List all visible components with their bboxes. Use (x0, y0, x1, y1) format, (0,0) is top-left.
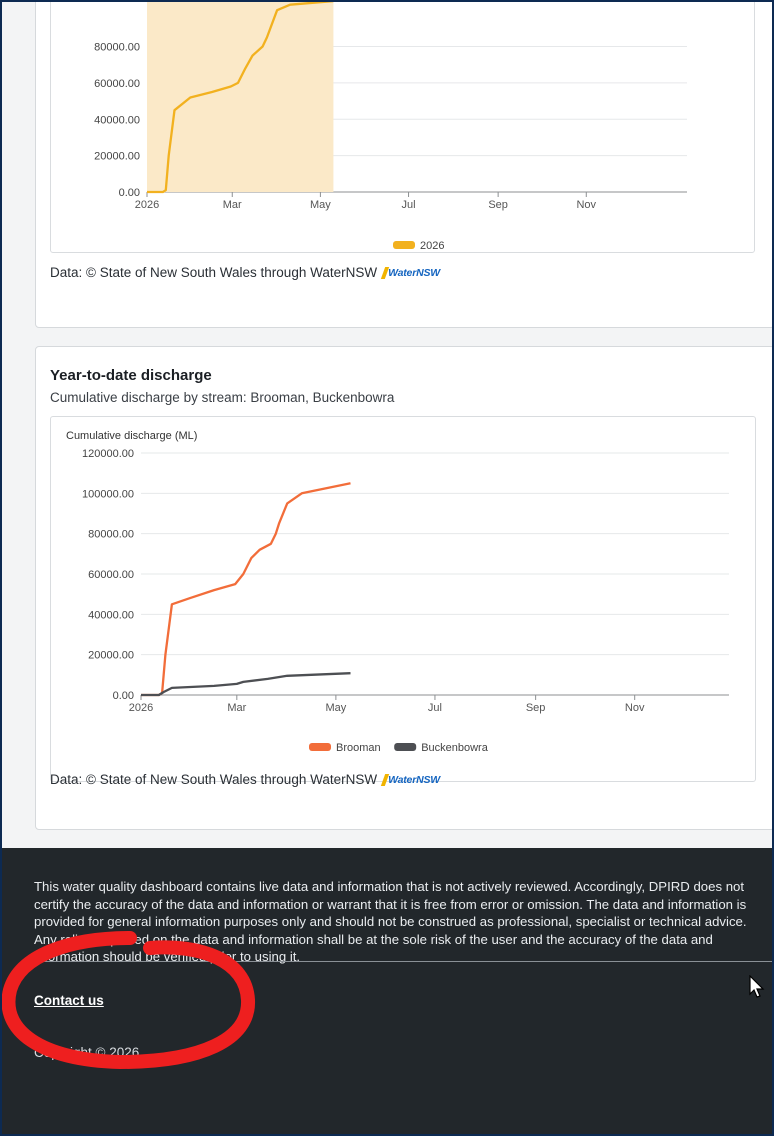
y-tick-label: 80000.00 (94, 42, 140, 54)
waternsw-logo[interactable]: WaterNSW (380, 773, 440, 786)
y-tick-label: 80000.00 (88, 529, 134, 541)
waternsw-logo[interactable]: WaterNSW (380, 266, 440, 279)
chart-subtitle: Cumulative discharge by stream: Brooman,… (50, 390, 395, 405)
y-tick-label: 20000.00 (94, 151, 140, 163)
attribution-text: Data: © State of New South Wales through… (50, 772, 378, 787)
series-line-brooman (141, 482, 351, 697)
x-tick-label: May (310, 199, 331, 211)
page-footer: This water quality dashboard contains li… (2, 848, 774, 1136)
x-tick-label: 2026 (129, 702, 153, 714)
y-tick-label: 0.00 (119, 187, 140, 199)
attribution-1: Data: © State of New South Wales through… (50, 265, 440, 280)
contact-us-link[interactable]: Contact us (34, 993, 104, 1008)
y-tick-label: 60000.00 (88, 569, 134, 581)
legend-label: Brooman (336, 742, 381, 754)
chart-title: Year-to-date discharge (50, 367, 212, 384)
y-tick-label: 0.00 (113, 690, 134, 702)
x-tick-label: Mar (227, 702, 246, 714)
chart-2: 0.00 20000.00 40000.00 60000.00 80000.00 1000… (66, 430, 729, 754)
legend-swatch (309, 743, 331, 751)
x-tick-label: Sep (488, 199, 508, 211)
chart-1: 0.00 20000.00 40000.00 60000.00 80000.00 2026… (94, 0, 687, 252)
legend-label: Buckenbowra (421, 742, 489, 754)
y-axis-title: Cumulative discharge (ML) (66, 430, 197, 442)
area-fill (147, 0, 334, 192)
x-tick-label: Mar (223, 199, 242, 211)
legend-swatch (393, 241, 415, 249)
x-tick-label: Jul (402, 199, 416, 211)
x-tick-label: 2026 (135, 199, 159, 211)
y-tick-label: 20000.00 (88, 650, 134, 662)
copyright-text: Copyright © 2026 (34, 1045, 140, 1060)
x-tick-label: May (325, 702, 346, 714)
attribution-text: Data: © State of New South Wales through… (50, 265, 378, 280)
chart-box-1: 0.00 20000.00 40000.00 60000.00 80000.00 2026… (50, 0, 755, 253)
attribution-2: Data: © State of New South Wales through… (50, 772, 440, 787)
x-tick-label: Jul (428, 702, 442, 714)
x-tick-label: Nov (625, 702, 645, 714)
y-tick-label: 60000.00 (94, 78, 140, 90)
chart-card-ytd-discharge: Year-to-date discharge Cumulative discha… (35, 346, 774, 830)
chart-card-daily-2026: 0.00 20000.00 40000.00 60000.00 80000.00 2026… (35, 0, 774, 328)
disclaimer-text: This water quality dashboard contains li… (34, 879, 747, 964)
series-line-2026 (147, 0, 334, 194)
x-tick-label: Nov (576, 199, 596, 211)
footer-divider (32, 961, 774, 962)
series-line-buckenbowra (141, 672, 351, 697)
y-tick-label: 120000.00 (82, 448, 134, 460)
legend-label: 2026 (420, 240, 444, 252)
legend-swatch (394, 743, 417, 751)
y-tick-label: 40000.00 (88, 609, 134, 621)
chart-box-2: 0.00 20000.00 40000.00 60000.00 80000.00 1000… (50, 416, 756, 782)
x-tick-label: Sep (526, 702, 546, 714)
y-tick-label: 40000.00 (94, 114, 140, 126)
y-tick-label: 100000.00 (82, 488, 134, 500)
mouse-pointer-icon (749, 975, 765, 998)
